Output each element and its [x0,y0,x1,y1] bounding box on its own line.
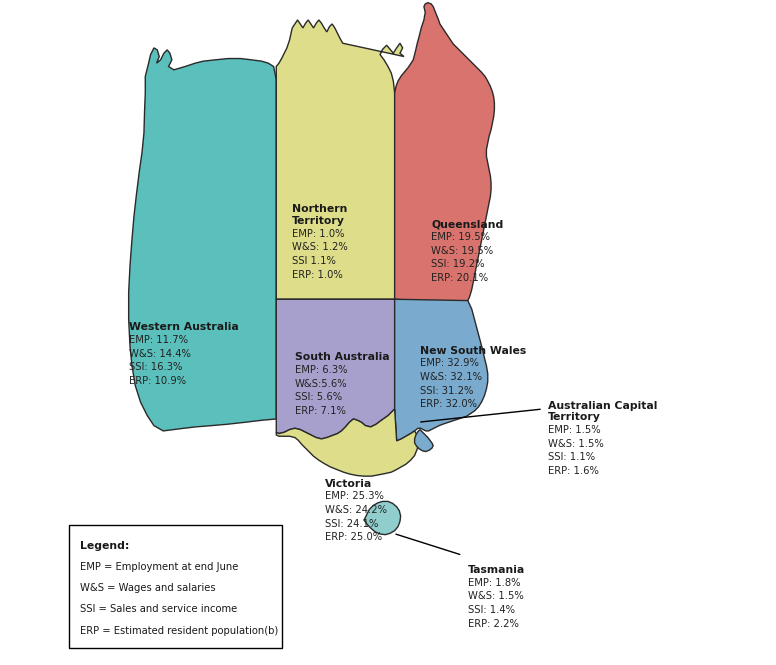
Text: SSI = Sales and service income: SSI = Sales and service income [80,604,237,614]
Polygon shape [364,501,400,535]
Text: Tasmania: Tasmania [468,565,525,575]
Polygon shape [395,3,494,303]
Text: EMP: 1.5%
W&S: 1.5%
SSI: 1.1%
ERP: 1.6%: EMP: 1.5% W&S: 1.5% SSI: 1.1% ERP: 1.6% [548,425,604,475]
Text: EMP: 25.3%
W&S: 24.2%
SSI: 24.1%
ERP: 25.0%: EMP: 25.3% W&S: 24.2% SSI: 24.1% ERP: 25… [325,491,386,542]
Text: EMP: 19.5%
W&S: 19.5%
SSI: 19.2%
ERP: 20.1%: EMP: 19.5% W&S: 19.5% SSI: 19.2% ERP: 20… [431,232,494,283]
Polygon shape [276,409,418,476]
Text: EMP = Employment at end June: EMP = Employment at end June [80,562,238,572]
FancyBboxPatch shape [69,525,282,648]
Text: New South Wales: New South Wales [420,346,526,356]
Polygon shape [276,20,404,299]
Text: Northern
Territory: Northern Territory [292,205,347,226]
Text: South Australia: South Australia [295,352,390,362]
Text: Australian Capital
Territory: Australian Capital Territory [548,401,657,422]
Text: Queensland: Queensland [431,219,504,229]
Text: EMP: 1.0%
W&S: 1.2%
SSI 1.1%
ERP: 1.0%: EMP: 1.0% W&S: 1.2% SSI 1.1% ERP: 1.0% [292,229,348,279]
Text: Victoria: Victoria [325,479,372,489]
Text: ERP = Estimated resident population(b): ERP = Estimated resident population(b) [80,626,279,636]
Polygon shape [276,299,395,439]
Text: EMP: 1.8%
W&S: 1.5%
SSI: 1.4%
ERP: 2.2%: EMP: 1.8% W&S: 1.5% SSI: 1.4% ERP: 2.2% [468,578,524,628]
Polygon shape [414,430,433,452]
Polygon shape [395,299,488,441]
Text: Legend:: Legend: [80,541,130,551]
Text: EMP: 6.3%
W&S:5.6%
SSI: 5.6%
ERP: 7.1%: EMP: 6.3% W&S:5.6% SSI: 5.6% ERP: 7.1% [295,365,348,416]
Polygon shape [129,48,276,431]
Text: W&S = Wages and salaries: W&S = Wages and salaries [80,583,216,593]
Text: EMP: 11.7%
W&S: 14.4%
SSI: 16.3%
ERP: 10.9%: EMP: 11.7% W&S: 14.4% SSI: 16.3% ERP: 10… [129,335,191,386]
Text: Western Australia: Western Australia [129,323,238,332]
Text: EMP: 32.9%
W&S: 32.1%
SSI: 31.2%
ERP: 32.0%: EMP: 32.9% W&S: 32.1% SSI: 31.2% ERP: 32… [420,358,482,409]
